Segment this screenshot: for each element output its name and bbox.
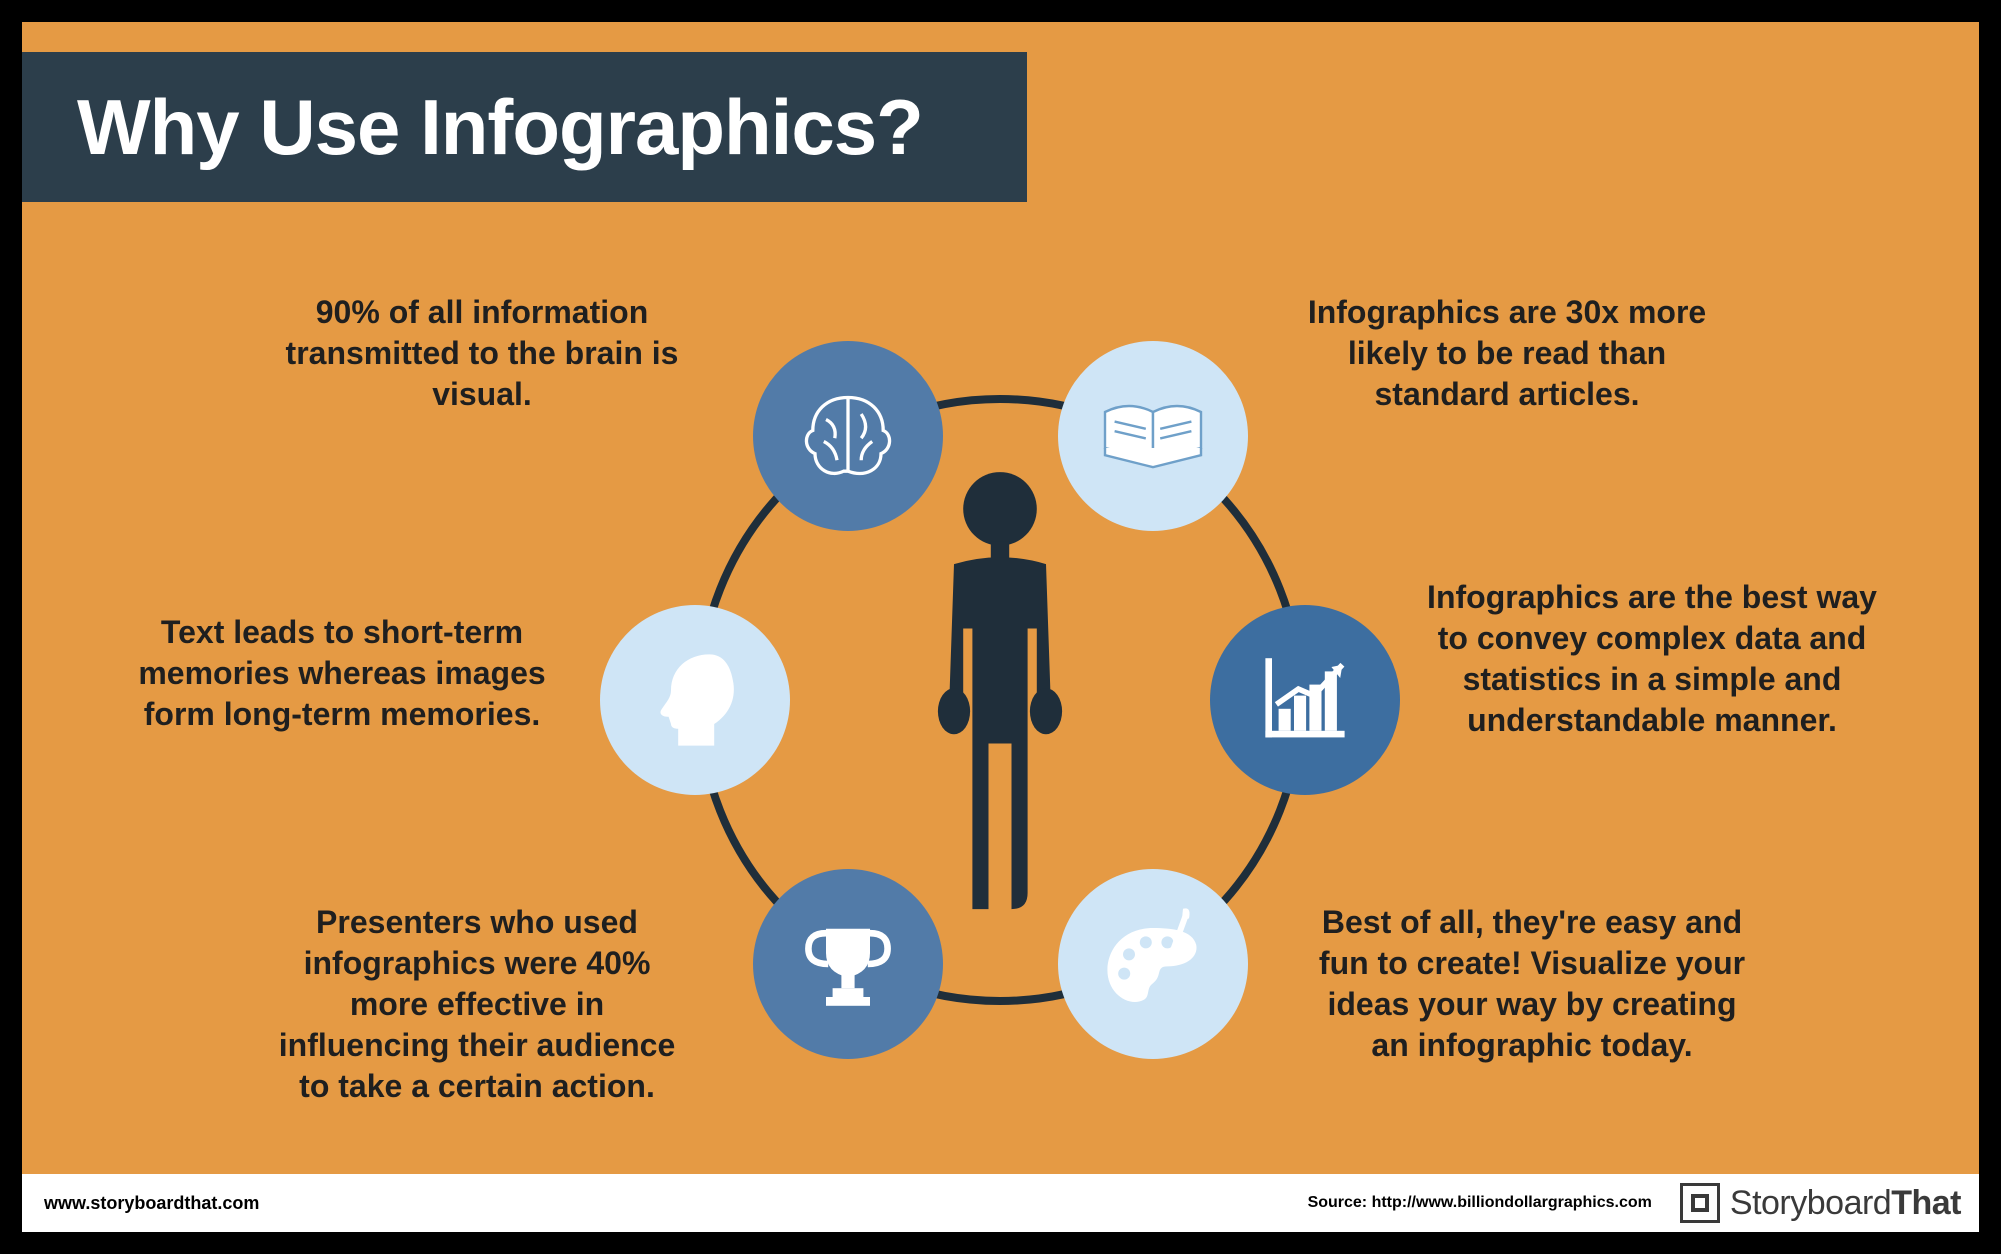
page-title: Why Use Infographics? bbox=[77, 82, 923, 173]
fact-book: Infographics are 30x more likely to be r… bbox=[1297, 292, 1717, 415]
fact-chart: Infographics are the best way to convey … bbox=[1427, 577, 1877, 741]
fact-brain: 90% of all information transmitted to th… bbox=[272, 292, 692, 415]
chart-icon bbox=[1250, 645, 1360, 755]
infographic-canvas: Why Use Infographics? bbox=[22, 22, 1979, 1232]
footer-site-url: www.storyboardthat.com bbox=[44, 1193, 259, 1214]
brand-name-2: That bbox=[1891, 1184, 1961, 1222]
book-node bbox=[1058, 341, 1248, 531]
person-silhouette-icon bbox=[885, 463, 1115, 938]
trophy-node bbox=[753, 869, 943, 1059]
brand-name-1: Storyboard bbox=[1730, 1184, 1891, 1222]
footer-source: Source: http://www.billiondollargraphics… bbox=[1308, 1194, 1652, 1212]
fact-trophy: Presenters who used infographics were 40… bbox=[262, 902, 692, 1107]
trophy-icon bbox=[793, 909, 903, 1019]
chart-node bbox=[1210, 605, 1400, 795]
head-node bbox=[600, 605, 790, 795]
outer-frame: Why Use Infographics? bbox=[0, 0, 2001, 1254]
palette-icon bbox=[1093, 904, 1213, 1024]
fact-head: Text leads to short-term memories wherea… bbox=[117, 612, 567, 735]
title-bar: Why Use Infographics? bbox=[22, 52, 1027, 202]
brand-logo-icon bbox=[1680, 1183, 1720, 1223]
book-icon bbox=[1093, 376, 1213, 496]
footer-bar: www.storyboardthat.com Source: http://ww… bbox=[22, 1174, 1979, 1232]
brain-node bbox=[753, 341, 943, 531]
brand-logo-lockup: StoryboardThat bbox=[1680, 1183, 1961, 1223]
head-silhouette-icon bbox=[635, 640, 755, 760]
fact-palette: Best of all, they're easy and fun to cre… bbox=[1312, 902, 1752, 1066]
palette-node bbox=[1058, 869, 1248, 1059]
brain-icon bbox=[793, 381, 903, 491]
